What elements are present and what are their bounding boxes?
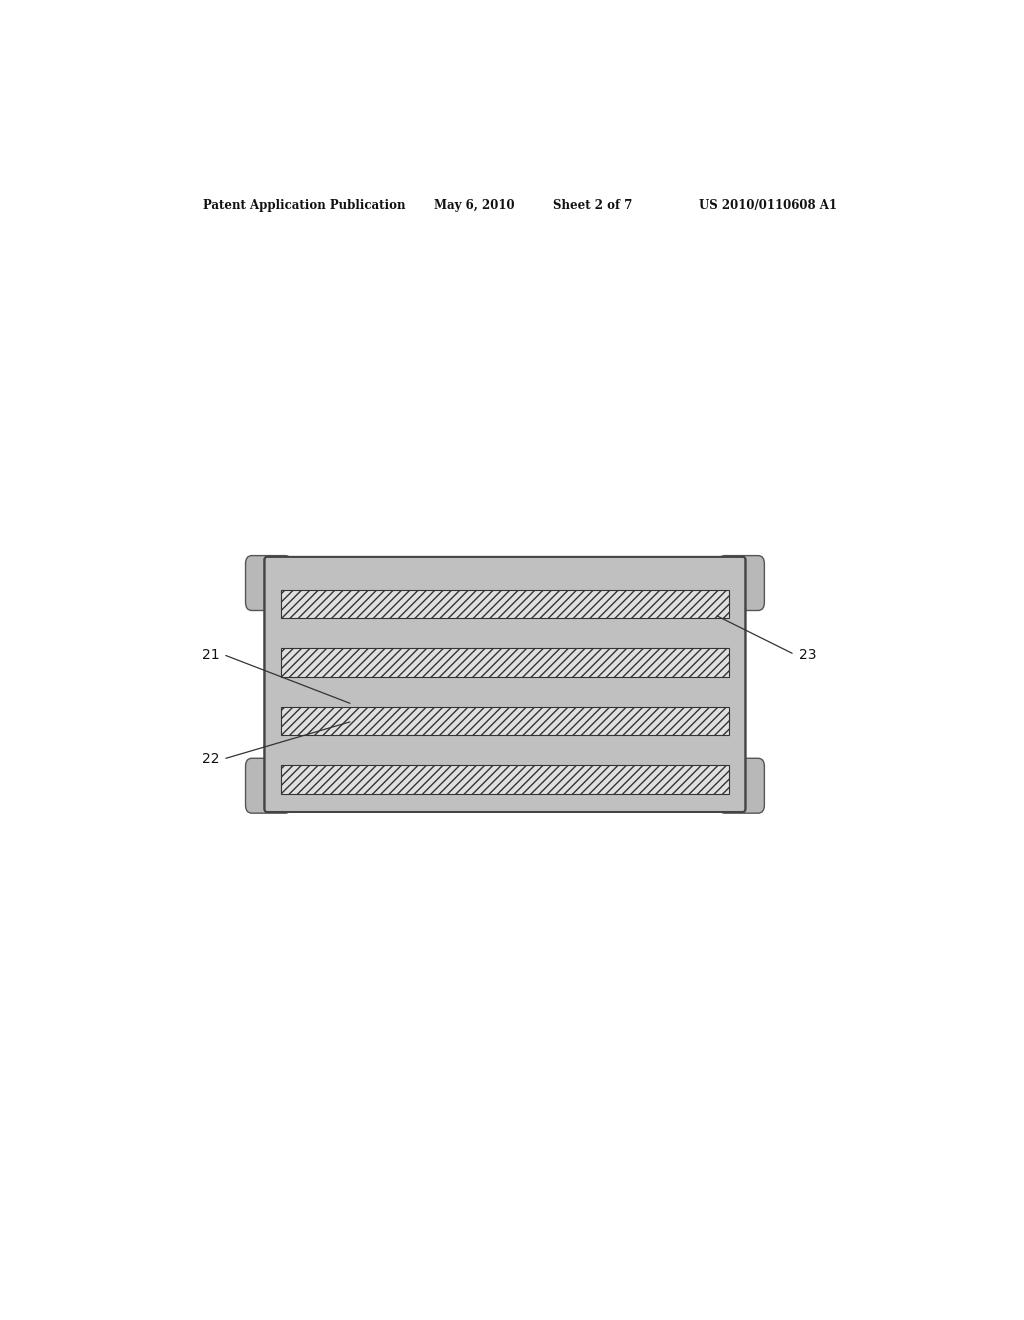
Bar xyxy=(282,766,729,793)
Text: FIG. 2: FIG. 2 xyxy=(434,561,488,579)
Bar xyxy=(282,590,729,618)
Text: 23: 23 xyxy=(799,648,816,661)
Text: US 2010/0110608 A1: US 2010/0110608 A1 xyxy=(699,198,838,211)
Text: May 6, 2010: May 6, 2010 xyxy=(433,198,514,211)
Bar xyxy=(282,706,729,735)
Text: Patent Application Publication: Patent Application Publication xyxy=(204,198,406,211)
FancyBboxPatch shape xyxy=(246,556,292,610)
FancyBboxPatch shape xyxy=(264,557,745,812)
Text: Sheet 2 of 7: Sheet 2 of 7 xyxy=(553,198,632,211)
Text: 22: 22 xyxy=(202,752,219,766)
FancyBboxPatch shape xyxy=(719,758,764,813)
FancyBboxPatch shape xyxy=(719,556,764,610)
FancyBboxPatch shape xyxy=(264,557,745,812)
Bar xyxy=(282,648,729,677)
Text: 21: 21 xyxy=(202,648,219,661)
FancyBboxPatch shape xyxy=(246,758,292,813)
